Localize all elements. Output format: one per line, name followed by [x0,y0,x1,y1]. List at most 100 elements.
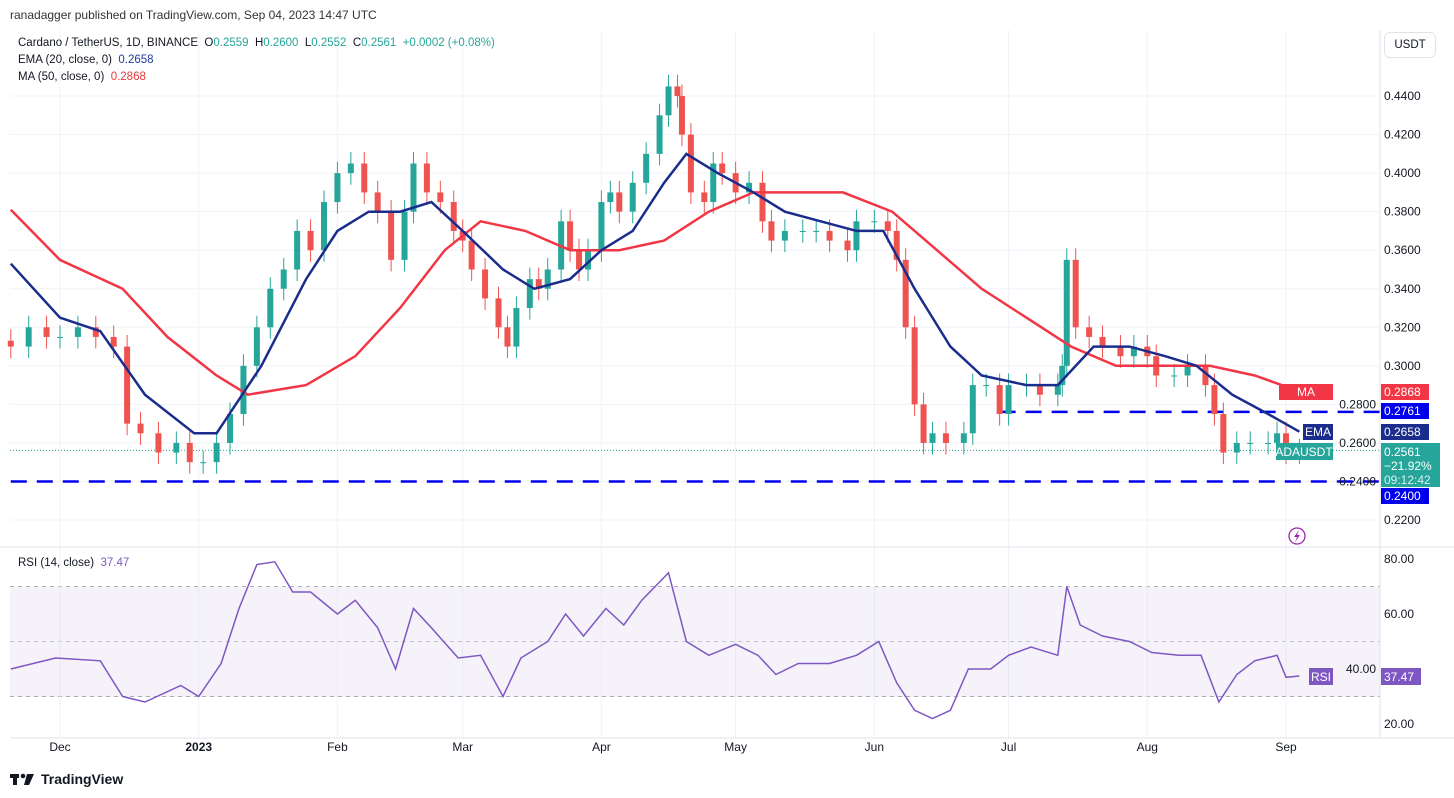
candle [347,163,354,174]
support-price-bg [1381,488,1429,504]
candle [893,230,900,260]
candle [1099,336,1106,347]
rsi-line [10,560,1300,720]
candles [7,74,1303,474]
candle [1054,385,1061,395]
candle [482,269,489,299]
rsi-value: 37.47 [100,557,130,569]
rsi-tick: 60.00 [1384,607,1414,621]
ema-price-bg [1381,424,1429,440]
ma-price: 0.2868 [1384,385,1421,399]
rsi-price: 37.47 [1384,670,1414,684]
candle [137,423,144,434]
candle [853,221,860,251]
candle [1220,414,1227,453]
bar-countdown: 09:12:42 [1384,473,1431,487]
rsi-tick: 40.00 [1346,662,1376,676]
tradingview-logo[interactable]: TradingView [10,771,123,787]
time-tick: Feb [327,740,348,754]
candle [361,163,368,193]
ema-price: 0.2658 [1384,425,1421,439]
high-value: 0.2600 [263,37,299,49]
candle [43,327,50,337]
candle [267,288,274,328]
ema-label: EMA (20, close, 0) [18,54,112,66]
rsi-tick: 80.00 [1384,552,1414,566]
time-tick: Mar [452,740,473,754]
candle [25,327,32,347]
candle [495,298,502,328]
price-tick: 0.4200 [1384,128,1421,142]
support-price: 0.2400 [1384,489,1421,503]
symbol-tag-bg [1276,443,1333,460]
candle [598,202,605,251]
candle [294,230,301,270]
ema-tag: EMA [1305,425,1331,439]
candle [799,230,806,232]
candle [1117,346,1124,357]
ma50-line [9,191,1300,397]
time-tick: Dec [49,740,70,754]
time-tick: Aug [1137,740,1158,754]
chart-legend: Cardano / TetherUS, 1D, BINANCE O0.2559 … [18,35,495,86]
levels [10,410,1380,483]
close-label: C [352,37,362,49]
candle [1211,385,1218,415]
candle [1086,327,1093,337]
candle [1059,365,1066,386]
time-tick: Jul [1001,740,1016,754]
price-tick: 0.2600 [1339,436,1376,450]
rsi-legend: RSI (14, close) 37.47 [18,557,129,569]
candle [871,221,878,223]
price-tick: 0.3800 [1384,205,1421,219]
ma-price-bg [1381,384,1429,400]
candle [942,433,949,443]
candle [388,211,395,260]
rsi-tick: 20.00 [1384,717,1414,731]
candle [450,202,457,231]
change-value: +0.0002 (+0.08%) [402,37,495,49]
open-label: O [204,37,214,49]
candle [280,269,287,289]
ema20-line [9,152,1301,435]
candle [504,327,511,347]
candle [227,414,234,443]
candle [110,336,117,347]
price-tick: 0.2400 [1339,474,1376,488]
candle [746,182,753,193]
lightning-icon[interactable] [1288,527,1306,545]
candle [902,259,909,328]
last-price: 0.2561 [1384,445,1421,459]
candle [687,134,694,193]
candle [584,250,591,270]
ma-value: 0.2868 [110,71,146,83]
candle [57,336,63,338]
change-percent: −21.92% [1384,459,1432,473]
candle [437,192,444,203]
candle [468,240,475,270]
price-tick: 0.4400 [1384,89,1421,103]
ma-tag-bg [1279,384,1333,400]
price-badges: MA 0.2868 0.2761 EMA 0.2658 ADAUSDT 0.25… [1275,384,1440,685]
candle [1036,385,1043,395]
rsi-band [10,587,1380,697]
open-value: 0.2559 [213,37,249,49]
currency-button[interactable]: USDT [1384,32,1436,58]
candle [768,221,775,241]
candle [334,173,341,203]
price-tick: 0.2800 [1339,397,1376,411]
candle [710,163,717,203]
candle [423,163,430,193]
time-tick: Apr [592,740,611,754]
candle [1247,442,1254,444]
candle [826,230,833,241]
candle [155,433,162,453]
candle [920,404,927,443]
candle [253,327,260,366]
candle [374,192,381,212]
candle [74,327,81,337]
resistance-price: 0.2761 [1384,404,1421,418]
candle [911,327,918,405]
ma-label: MA (50, close, 0) [18,71,105,83]
